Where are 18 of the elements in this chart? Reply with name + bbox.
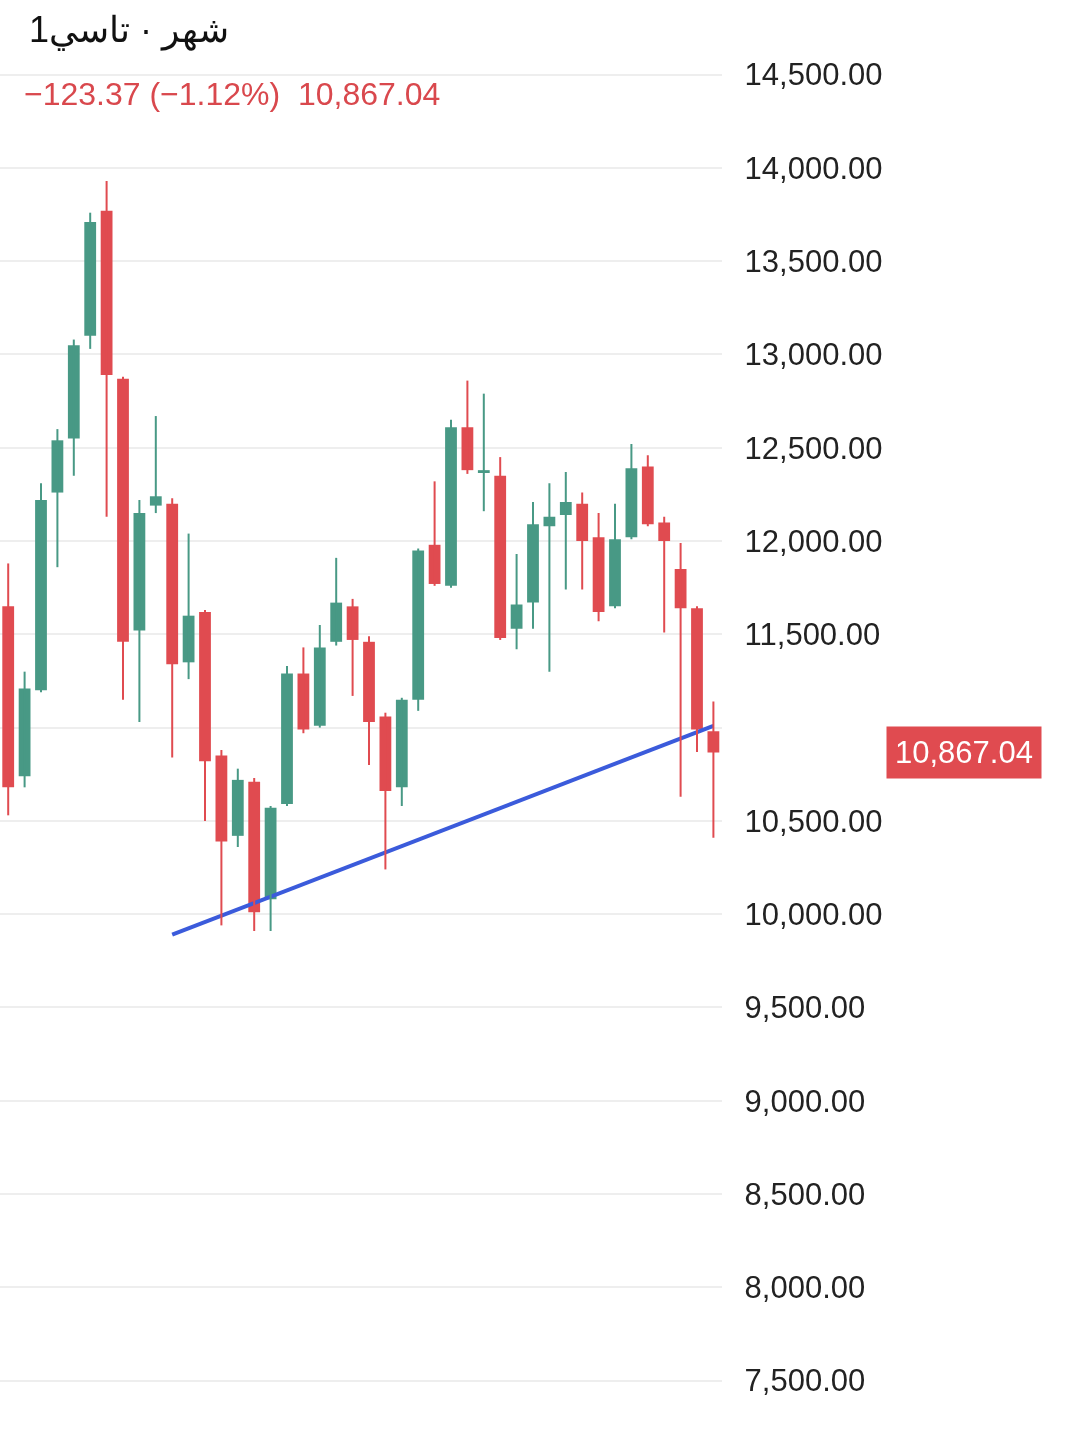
y-tick-label: 9,000.00 bbox=[744, 1083, 866, 1119]
y-tick-label: 12,000.00 bbox=[744, 523, 883, 559]
y-tick-label: 7,500.00 bbox=[744, 1363, 866, 1399]
text: −123.37 (−1.12%) 10,867.04 bbox=[24, 76, 441, 112]
y-tick-label: 10,500.00 bbox=[744, 803, 883, 839]
y-tick-label: 14,500.00 bbox=[744, 57, 883, 93]
y-tick-label: 12,500.00 bbox=[744, 430, 883, 466]
candlestick bbox=[149, 415, 162, 515]
y-tick-label: 9,500.00 bbox=[744, 990, 866, 1026]
y-tick-label: 11,500.00 bbox=[744, 617, 881, 653]
y-tick-label: 10,000.00 bbox=[744, 897, 883, 933]
y-tick-label: 13,000.00 bbox=[744, 337, 883, 373]
y-tick-label: 8,500.00 bbox=[744, 1176, 866, 1212]
y-tick-label: 13,500.00 bbox=[744, 244, 883, 280]
y-tick-label: 8,000.00 bbox=[744, 1270, 866, 1306]
text: 10,867.04 bbox=[895, 735, 1033, 770]
y-tick-label: 14,000.00 bbox=[744, 150, 883, 186]
chart-title: 1شهر · تاسي bbox=[29, 9, 230, 51]
